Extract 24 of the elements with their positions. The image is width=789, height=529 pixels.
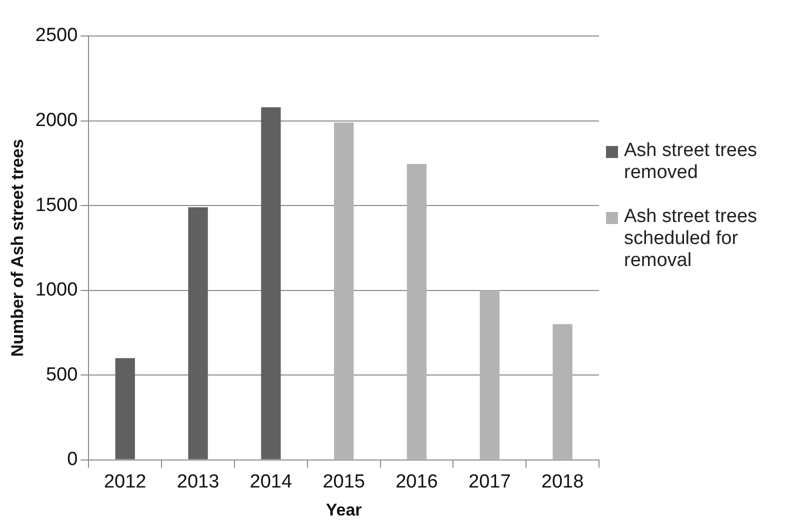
bar bbox=[406, 164, 427, 460]
bar bbox=[261, 107, 281, 460]
bar bbox=[552, 324, 572, 460]
y-tick-label: 0 bbox=[67, 449, 78, 470]
legend-label: Ash street trees scheduled for removal bbox=[624, 206, 758, 272]
legend-label: Ash street trees removed bbox=[624, 140, 758, 184]
bar bbox=[480, 290, 500, 460]
y-tick-label: 1000 bbox=[35, 280, 78, 301]
y-tick-label: 500 bbox=[46, 364, 78, 386]
y-tick-label: 1500 bbox=[35, 194, 78, 216]
x-tick-label: 2015 bbox=[322, 471, 365, 492]
y-axis-title: Number of Ash street trees bbox=[8, 139, 27, 357]
x-tick-label: 2017 bbox=[468, 471, 511, 492]
bar bbox=[115, 358, 135, 460]
x-tick-label: 2012 bbox=[104, 471, 146, 492]
bar bbox=[334, 122, 354, 460]
y-tick-label: 2500 bbox=[35, 25, 78, 46]
x-tick-label: 2013 bbox=[176, 471, 220, 492]
bar bbox=[188, 207, 208, 460]
y-tick-label: 2000 bbox=[35, 110, 78, 131]
x-axis-title: Year bbox=[326, 500, 362, 520]
x-tick-label: 2018 bbox=[541, 471, 584, 492]
x-tick-label: 2016 bbox=[396, 471, 438, 492]
x-tick-label: 2014 bbox=[250, 471, 292, 492]
